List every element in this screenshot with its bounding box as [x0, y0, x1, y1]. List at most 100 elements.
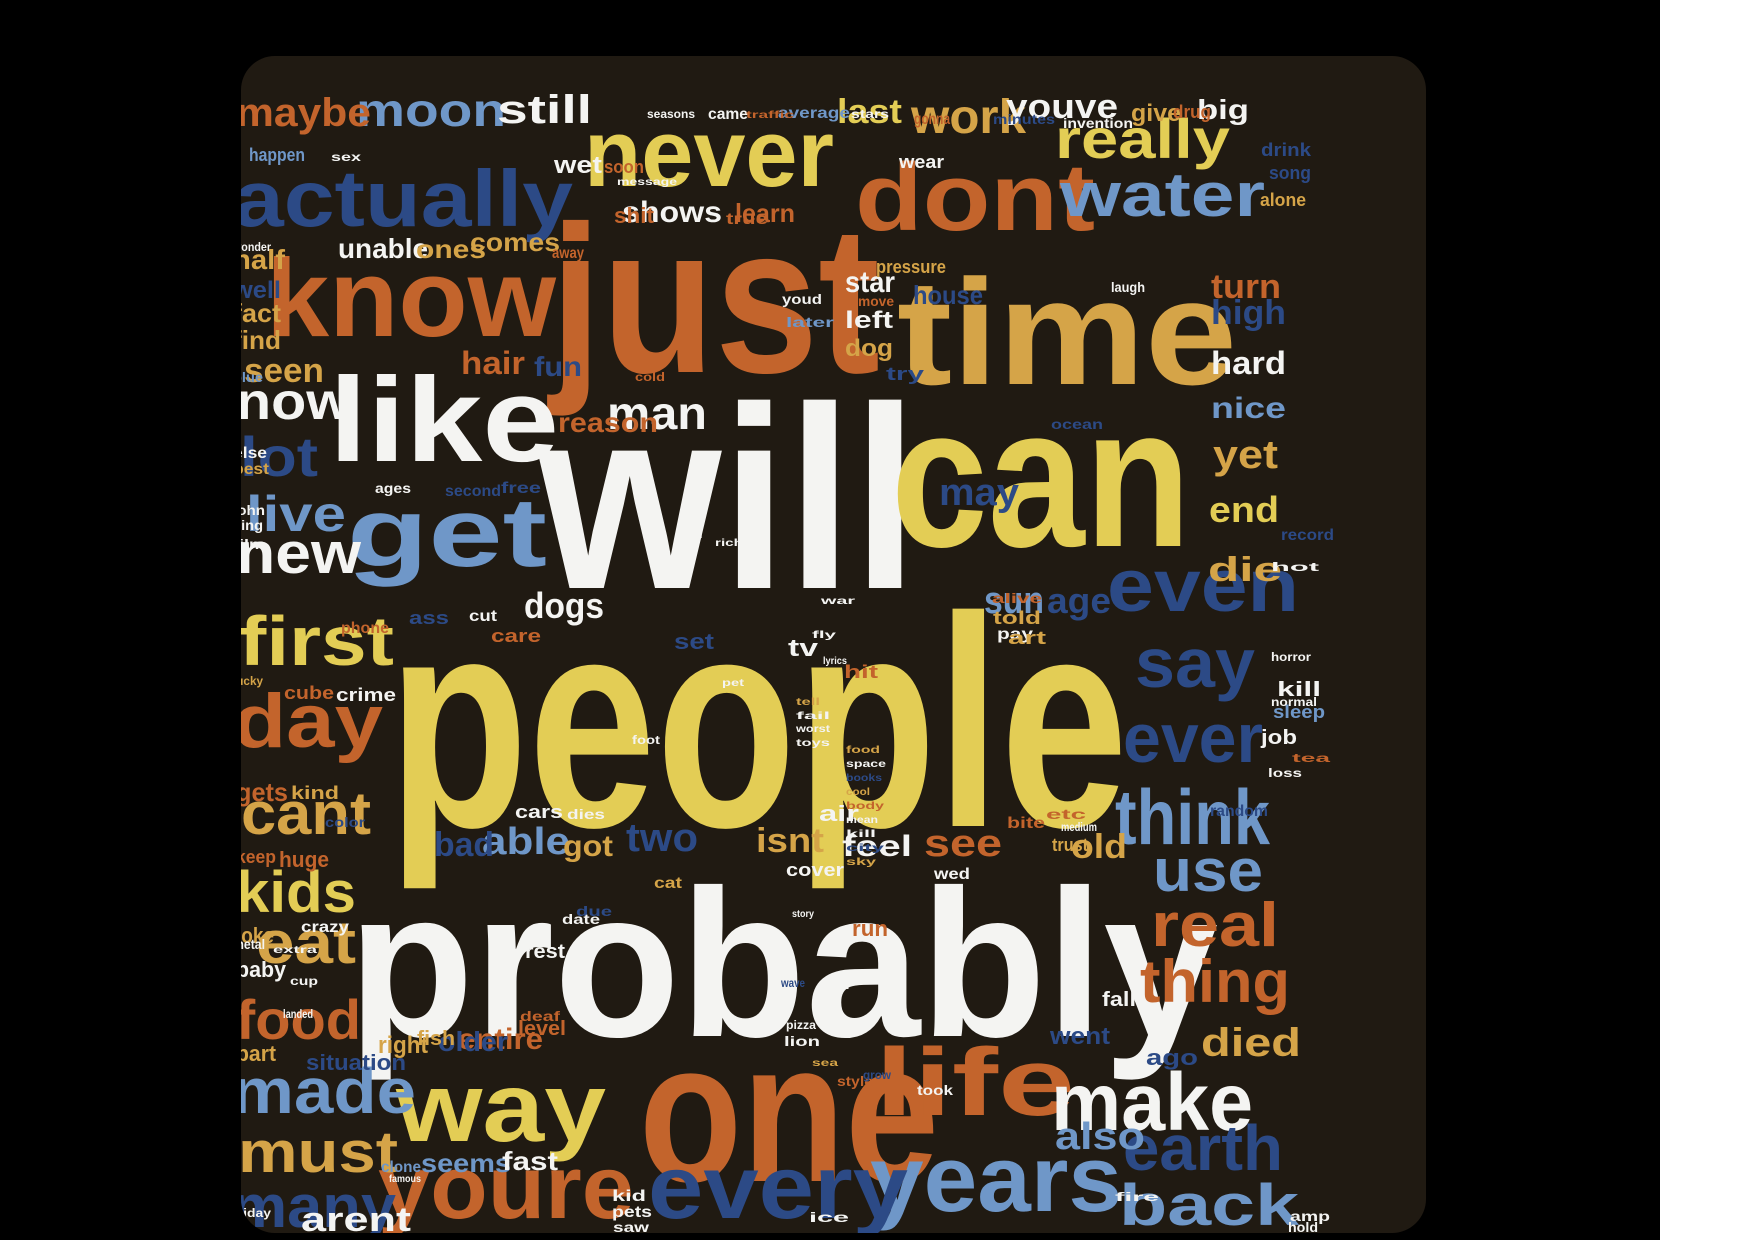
word-tell-235: tell — [796, 697, 820, 708]
word-books-241: books — [846, 773, 883, 784]
word-youre-17: youre — [378, 1138, 634, 1233]
word-really-20: really — [1055, 107, 1230, 170]
word-hair-78: hair — [461, 345, 525, 381]
word-part-106: part — [241, 1041, 277, 1066]
word-isnt-70: isnt — [756, 822, 824, 860]
word-foot-203: foot — [632, 733, 660, 747]
word-shows-81: shows — [622, 196, 722, 229]
word-rich-232: rich — [715, 538, 743, 549]
word-shit-96: shit — [614, 203, 655, 228]
word-try-185: try — [886, 364, 924, 384]
word-hold-196: hold — [1288, 1219, 1318, 1233]
word-random-190: random — [1210, 803, 1268, 820]
word-end-62: end — [1209, 489, 1279, 530]
word-sky-247: sky — [846, 857, 877, 868]
word-hit-188: hit — [844, 662, 878, 682]
word-care-136: care — [491, 626, 541, 646]
word-invention-172: invention — [1063, 115, 1133, 131]
word-older-103: older — [438, 1026, 508, 1057]
word-color-201: color — [325, 814, 366, 830]
word-date-205: date — [562, 911, 600, 927]
word-level-124: level — [518, 1018, 566, 1040]
word-dogs-80: dogs — [524, 585, 604, 626]
word-cars-127: cars — [515, 802, 563, 822]
word-away-179: away — [552, 245, 584, 262]
word-know-8: know — [266, 237, 556, 360]
word-blue-152: blue — [241, 369, 263, 385]
word-message-164: message — [617, 177, 678, 188]
word-rest-126: rest — [525, 941, 565, 963]
word-will-2: will — [534, 354, 918, 644]
word-etc-187: etc — [1046, 806, 1086, 822]
word-gets-107: gets — [241, 777, 288, 807]
word-can-4: can — [891, 366, 1191, 589]
word-feel-68: feel — [842, 830, 912, 863]
word-youve-26: youve — [1006, 88, 1118, 126]
word-ice-214: ice — [809, 1209, 849, 1225]
word-fun-79: fun — [534, 351, 582, 382]
word-moon-21: moon — [356, 84, 506, 136]
word-style-206: style — [837, 1073, 873, 1089]
word-died-49: died — [1201, 1021, 1301, 1065]
word-fish-123: fish — [417, 1028, 455, 1050]
word-song-176: song — [1269, 163, 1311, 183]
word-stars-169: stars — [851, 107, 889, 121]
word-give-97: give — [1131, 100, 1181, 127]
word-day-33: day — [241, 679, 383, 764]
word-half-86: half — [241, 244, 286, 275]
word-set-132: set — [674, 629, 715, 654]
word-weird-54: weird — [1095, 1231, 1190, 1233]
word-years-15: years — [870, 1126, 1122, 1231]
word-food-239: food — [846, 745, 880, 756]
word-true-178: true — [726, 211, 768, 228]
word-right-104: right — [378, 1032, 428, 1059]
word-kids-35: kids — [241, 860, 356, 925]
word-space-240: space — [846, 759, 887, 770]
word-wear-165: wear — [898, 152, 944, 172]
word-real-47: real — [1151, 891, 1279, 960]
word-die-63: die — [1208, 551, 1282, 589]
word-cut-133: cut — [469, 608, 498, 625]
word-ago-146: ago — [1146, 1045, 1198, 1070]
word-life-14: life — [875, 1029, 1075, 1136]
word-entire-102: entire — [458, 1023, 543, 1056]
word-seems-99: seems — [421, 1148, 511, 1178]
word-make-18: make — [1051, 1057, 1253, 1148]
word-landed-223: landed — [283, 1007, 313, 1021]
word-well-89: well — [241, 277, 281, 304]
word-first-32: first — [241, 602, 394, 680]
word-job-141: job — [1260, 727, 1297, 749]
word-ocean-161: ocean — [1051, 416, 1103, 432]
word-bad-74: bad — [434, 826, 494, 864]
word-sleep-143: sleep — [1273, 702, 1325, 722]
word-big-27: big — [1197, 94, 1249, 125]
word-pizza-211: pizza — [786, 1018, 816, 1032]
word-record-145: record — [1281, 527, 1334, 544]
word-unable-84: unable — [338, 233, 428, 264]
word-friday-199: friday — [241, 1206, 271, 1220]
word-pressure-94: pressure — [876, 257, 946, 277]
word-still-23: still — [497, 88, 592, 132]
word-average-168: average — [778, 105, 850, 122]
word-war-233: war — [819, 596, 855, 607]
word-john-155: john — [241, 502, 265, 518]
word-dead-53: dead — [1196, 1231, 1286, 1233]
word-star-90: star — [845, 266, 895, 299]
word-others-55: others — [1001, 1231, 1104, 1233]
word-ever-44: ever — [1123, 699, 1263, 777]
word-show-56: show — [926, 1231, 1006, 1233]
word-reason-76: reason — [558, 407, 658, 438]
word-also-52: also — [1055, 1116, 1145, 1158]
word-dont-11: dont — [855, 144, 1095, 251]
word-free-160: free — [501, 480, 541, 497]
word-last-25: last — [837, 93, 902, 131]
word-worst-237: worst — [795, 724, 831, 735]
word-traffic-174: traffic — [746, 110, 795, 121]
word-man-75: man — [607, 387, 707, 439]
word-old-69: old — [1071, 828, 1127, 866]
word-dies-202: dies — [567, 806, 605, 822]
word-wave-218: wave — [780, 976, 805, 990]
word-happen-162: happen — [249, 145, 305, 165]
